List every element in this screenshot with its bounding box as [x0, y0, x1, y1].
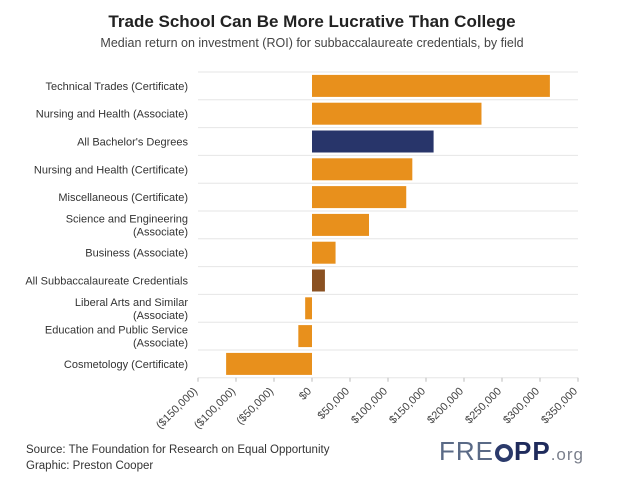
logo-text-org: .org — [550, 445, 584, 464]
x-tick-label: $350,000 — [539, 385, 580, 426]
x-tick-label: $150,000 — [387, 385, 428, 426]
bar — [312, 241, 336, 264]
logo-text-fre: FRE — [439, 436, 495, 466]
x-tick-label: $300,000 — [501, 385, 542, 426]
category-label: Cosmetology (Certificate) — [64, 359, 188, 371]
bar — [298, 325, 312, 348]
bar — [312, 186, 407, 209]
bar — [226, 352, 312, 375]
x-tick-label: $250,000 — [463, 385, 504, 426]
freopp-logo: FRE PP.org — [439, 436, 584, 467]
bar — [312, 102, 482, 125]
bar — [312, 213, 369, 236]
source-note: Source: The Foundation for Research on E… — [26, 444, 330, 456]
category-label: Science and Engineering (Associate) — [66, 213, 188, 238]
category-label: Nursing and Health (Certificate) — [34, 164, 188, 176]
x-tick-label: $50,000 — [316, 385, 353, 422]
category-label: Education and Public Service (Associate) — [45, 325, 188, 350]
bar — [305, 297, 312, 320]
category-label: Technical Trades (Certificate) — [46, 81, 188, 93]
bar — [312, 269, 325, 292]
x-tick-label: $0 — [297, 385, 314, 402]
category-label: Liberal Arts and Similar (Associate) — [75, 297, 188, 322]
graphic-credit: Graphic: Preston Cooper — [26, 460, 154, 472]
x-tick-label: $100,000 — [349, 385, 390, 426]
bar — [312, 130, 434, 153]
bar — [312, 74, 550, 97]
x-tick-label: ($50,000) — [234, 385, 276, 427]
logo-o-icon — [495, 444, 514, 462]
category-label: Business (Associate) — [85, 248, 188, 260]
x-tick-label: ($100,000) — [192, 385, 238, 430]
category-label: All Bachelor's Degrees — [77, 137, 188, 149]
chart-subtitle: Median return on investment (ROI) for su… — [100, 36, 524, 50]
roi-bar-chart: Technical Trades (Certificate) Nursing an… — [25, 71, 580, 430]
logo-text-pp: PP — [514, 436, 551, 466]
x-tick-label: $200,000 — [425, 385, 466, 426]
category-label: Nursing and Health (Associate) — [36, 109, 188, 121]
category-label: All Subbaccalaureate Credentials — [25, 276, 188, 288]
chart-title: Trade School Can Be More Lucrative Than … — [108, 12, 516, 31]
bar — [312, 158, 413, 181]
category-label: Miscellaneous (Certificate) — [58, 192, 188, 204]
